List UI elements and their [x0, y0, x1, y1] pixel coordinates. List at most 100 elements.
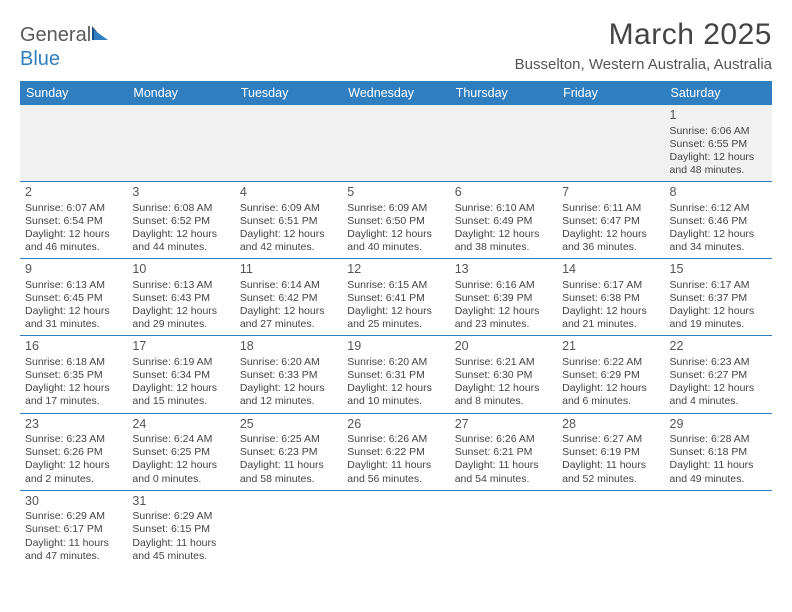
daylight-text: Daylight: 12 hours and 21 minutes. [562, 305, 659, 331]
sunset-text: Sunset: 6:42 PM [240, 292, 337, 305]
calendar-week-row: 9Sunrise: 6:13 AMSunset: 6:45 PMDaylight… [20, 259, 772, 336]
calendar-cell: 25Sunrise: 6:25 AMSunset: 6:23 PMDayligh… [235, 413, 342, 490]
daylight-text: Daylight: 11 hours and 45 minutes. [132, 537, 229, 563]
day-number: 21 [562, 339, 659, 355]
calendar-cell: 5Sunrise: 6:09 AMSunset: 6:50 PMDaylight… [342, 182, 449, 259]
weekday-header: Wednesday [342, 81, 449, 105]
sunset-text: Sunset: 6:47 PM [562, 215, 659, 228]
sunrise-text: Sunrise: 6:27 AM [562, 433, 659, 446]
daylight-text: Daylight: 12 hours and 19 minutes. [670, 305, 767, 331]
sunset-text: Sunset: 6:41 PM [347, 292, 444, 305]
weekday-header-row: Sunday Monday Tuesday Wednesday Thursday… [20, 81, 772, 105]
day-number: 27 [455, 417, 552, 433]
calendar-cell: 4Sunrise: 6:09 AMSunset: 6:51 PMDaylight… [235, 182, 342, 259]
sunset-text: Sunset: 6:22 PM [347, 446, 444, 459]
sunrise-text: Sunrise: 6:18 AM [25, 356, 122, 369]
sunset-text: Sunset: 6:49 PM [455, 215, 552, 228]
daylight-text: Daylight: 12 hours and 17 minutes. [25, 382, 122, 408]
daylight-text: Daylight: 12 hours and 34 minutes. [670, 228, 767, 254]
daylight-text: Daylight: 12 hours and 48 minutes. [670, 151, 767, 177]
day-number: 11 [240, 262, 337, 278]
daylight-text: Daylight: 12 hours and 29 minutes. [132, 305, 229, 331]
daylight-text: Daylight: 12 hours and 4 minutes. [670, 382, 767, 408]
day-number: 17 [132, 339, 229, 355]
sunrise-text: Sunrise: 6:15 AM [347, 279, 444, 292]
calendar-cell: 9Sunrise: 6:13 AMSunset: 6:45 PMDaylight… [20, 259, 127, 336]
sunset-text: Sunset: 6:39 PM [455, 292, 552, 305]
calendar-cell: 18Sunrise: 6:20 AMSunset: 6:33 PMDayligh… [235, 336, 342, 413]
sunset-text: Sunset: 6:27 PM [670, 369, 767, 382]
calendar-cell: 30Sunrise: 6:29 AMSunset: 6:17 PMDayligh… [20, 490, 127, 567]
sunset-text: Sunset: 6:43 PM [132, 292, 229, 305]
day-number: 10 [132, 262, 229, 278]
weekday-header: Sunday [20, 81, 127, 105]
daylight-text: Daylight: 11 hours and 47 minutes. [25, 537, 122, 563]
daylight-text: Daylight: 11 hours and 54 minutes. [455, 459, 552, 485]
day-number: 7 [562, 185, 659, 201]
calendar-cell: 8Sunrise: 6:12 AMSunset: 6:46 PMDaylight… [665, 182, 772, 259]
sunset-text: Sunset: 6:55 PM [670, 138, 767, 151]
sunrise-text: Sunrise: 6:26 AM [455, 433, 552, 446]
day-number: 1 [670, 108, 767, 124]
sunrise-text: Sunrise: 6:13 AM [25, 279, 122, 292]
calendar-cell: 16Sunrise: 6:18 AMSunset: 6:35 PMDayligh… [20, 336, 127, 413]
sunrise-text: Sunrise: 6:09 AM [240, 202, 337, 215]
calendar-cell: 19Sunrise: 6:20 AMSunset: 6:31 PMDayligh… [342, 336, 449, 413]
day-number: 30 [25, 494, 122, 510]
day-number: 28 [562, 417, 659, 433]
sunrise-text: Sunrise: 6:20 AM [347, 356, 444, 369]
sunrise-text: Sunrise: 6:16 AM [455, 279, 552, 292]
day-number: 19 [347, 339, 444, 355]
day-number: 15 [670, 262, 767, 278]
day-number: 3 [132, 185, 229, 201]
day-number: 5 [347, 185, 444, 201]
day-number: 9 [25, 262, 122, 278]
sunset-text: Sunset: 6:50 PM [347, 215, 444, 228]
calendar-cell: 11Sunrise: 6:14 AMSunset: 6:42 PMDayligh… [235, 259, 342, 336]
daylight-text: Daylight: 12 hours and 8 minutes. [455, 382, 552, 408]
daylight-text: Daylight: 12 hours and 15 minutes. [132, 382, 229, 408]
sunset-text: Sunset: 6:52 PM [132, 215, 229, 228]
calendar-cell [557, 105, 664, 182]
day-number: 24 [132, 417, 229, 433]
sunrise-text: Sunrise: 6:13 AM [132, 279, 229, 292]
calendar-week-row: 23Sunrise: 6:23 AMSunset: 6:26 PMDayligh… [20, 413, 772, 490]
calendar-cell: 22Sunrise: 6:23 AMSunset: 6:27 PMDayligh… [665, 336, 772, 413]
sunset-text: Sunset: 6:19 PM [562, 446, 659, 459]
weekday-header: Thursday [450, 81, 557, 105]
calendar-cell: 29Sunrise: 6:28 AMSunset: 6:18 PMDayligh… [665, 413, 772, 490]
calendar-cell: 6Sunrise: 6:10 AMSunset: 6:49 PMDaylight… [450, 182, 557, 259]
day-number: 22 [670, 339, 767, 355]
calendar-cell: 24Sunrise: 6:24 AMSunset: 6:25 PMDayligh… [127, 413, 234, 490]
day-number: 13 [455, 262, 552, 278]
weekday-header: Tuesday [235, 81, 342, 105]
daylight-text: Daylight: 12 hours and 2 minutes. [25, 459, 122, 485]
calendar-cell: 27Sunrise: 6:26 AMSunset: 6:21 PMDayligh… [450, 413, 557, 490]
daylight-text: Daylight: 12 hours and 23 minutes. [455, 305, 552, 331]
calendar-cell: 1Sunrise: 6:06 AMSunset: 6:55 PMDaylight… [665, 105, 772, 182]
calendar-cell: 2Sunrise: 6:07 AMSunset: 6:54 PMDaylight… [20, 182, 127, 259]
daylight-text: Daylight: 12 hours and 10 minutes. [347, 382, 444, 408]
day-number: 31 [132, 494, 229, 510]
weekday-header: Friday [557, 81, 664, 105]
sunrise-text: Sunrise: 6:07 AM [25, 202, 122, 215]
day-number: 4 [240, 185, 337, 201]
daylight-text: Daylight: 11 hours and 58 minutes. [240, 459, 337, 485]
day-number: 23 [25, 417, 122, 433]
calendar-cell: 15Sunrise: 6:17 AMSunset: 6:37 PMDayligh… [665, 259, 772, 336]
calendar-cell: 20Sunrise: 6:21 AMSunset: 6:30 PMDayligh… [450, 336, 557, 413]
day-number: 20 [455, 339, 552, 355]
calendar-cell [450, 105, 557, 182]
daylight-text: Daylight: 12 hours and 25 minutes. [347, 305, 444, 331]
calendar-cell [342, 105, 449, 182]
calendar-cell: 26Sunrise: 6:26 AMSunset: 6:22 PMDayligh… [342, 413, 449, 490]
calendar-cell: 13Sunrise: 6:16 AMSunset: 6:39 PMDayligh… [450, 259, 557, 336]
sunset-text: Sunset: 6:29 PM [562, 369, 659, 382]
sail-icon [90, 24, 112, 48]
sunset-text: Sunset: 6:23 PM [240, 446, 337, 459]
daylight-text: Daylight: 11 hours and 56 minutes. [347, 459, 444, 485]
day-number: 8 [670, 185, 767, 201]
sunset-text: Sunset: 6:51 PM [240, 215, 337, 228]
calendar-cell: 31Sunrise: 6:29 AMSunset: 6:15 PMDayligh… [127, 490, 234, 567]
calendar-cell [342, 490, 449, 567]
